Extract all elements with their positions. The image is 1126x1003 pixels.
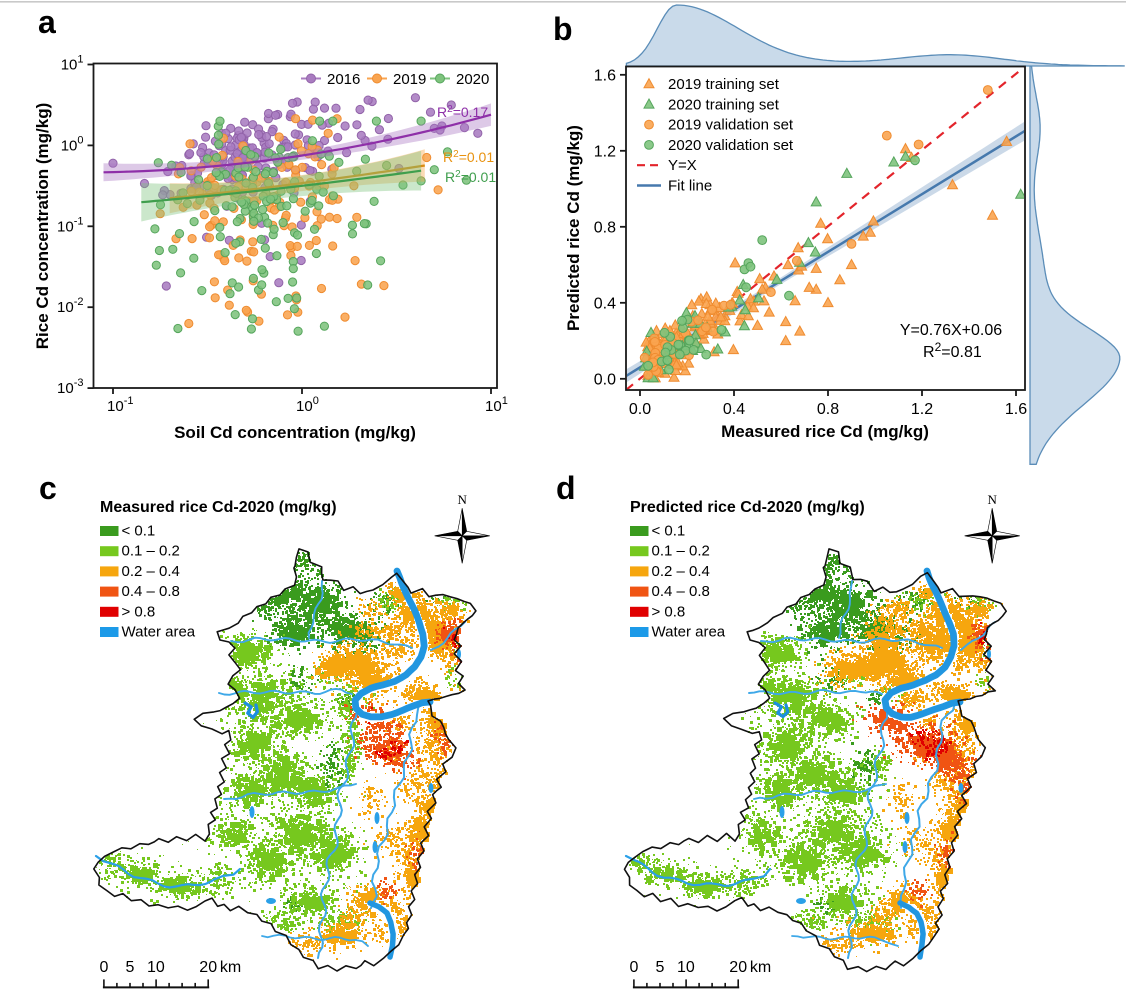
- svg-text:Soil Cd concentration (mg/kg): Soil Cd concentration (mg/kg): [174, 423, 416, 442]
- svg-text:b: b: [553, 11, 573, 47]
- svg-text:Water area: Water area: [122, 624, 196, 641]
- svg-text:> 0.8: > 0.8: [652, 603, 686, 620]
- svg-text:0.4 – 0.8: 0.4 – 0.8: [122, 583, 180, 600]
- svg-text:N: N: [988, 492, 998, 507]
- svg-text:R2=0.01: R2=0.01: [445, 169, 496, 185]
- svg-text:Y=0.76X+0.06: Y=0.76X+0.06: [900, 322, 1002, 339]
- svg-text:2020 validation set: 2020 validation set: [668, 137, 794, 154]
- svg-text:10: 10: [677, 959, 695, 976]
- svg-text:0.2 – 0.4: 0.2 – 0.4: [122, 563, 180, 580]
- svg-text:10: 10: [147, 959, 165, 976]
- svg-text:< 0.1: < 0.1: [122, 523, 156, 540]
- svg-text:Measured rice Cd (mg/kg): Measured rice Cd (mg/kg): [721, 422, 929, 441]
- svg-text:0.4: 0.4: [594, 295, 616, 312]
- svg-text:R2=0.17: R2=0.17: [437, 104, 488, 120]
- svg-text:2020 training set: 2020 training set: [668, 96, 780, 113]
- svg-text:0.0: 0.0: [629, 401, 651, 418]
- svg-text:< 0.1: < 0.1: [652, 523, 686, 540]
- svg-text:1.2: 1.2: [911, 401, 933, 418]
- svg-text:0.4: 0.4: [723, 401, 745, 418]
- svg-text:5: 5: [655, 959, 664, 976]
- svg-text:> 0.8: > 0.8: [122, 603, 156, 620]
- svg-text:N: N: [458, 492, 468, 507]
- svg-text:km: km: [750, 959, 771, 976]
- svg-text:0.1 – 0.2: 0.1 – 0.2: [652, 543, 710, 560]
- svg-text:0.8: 0.8: [594, 219, 616, 236]
- svg-text:20: 20: [199, 959, 217, 976]
- svg-text:2019: 2019: [393, 71, 426, 88]
- svg-text:2020: 2020: [456, 71, 489, 88]
- svg-text:R2=0.01: R2=0.01: [443, 149, 494, 165]
- svg-text:a: a: [38, 4, 56, 40]
- svg-text:0.2 – 0.4: 0.2 – 0.4: [652, 563, 710, 580]
- svg-text:1.2: 1.2: [594, 143, 616, 160]
- svg-text:1.6: 1.6: [594, 67, 616, 84]
- svg-text:Water area: Water area: [652, 624, 726, 641]
- svg-text:Y=X: Y=X: [668, 157, 697, 174]
- svg-text:km: km: [220, 959, 241, 976]
- svg-text:20: 20: [729, 959, 747, 976]
- svg-text:Predicted rice Cd-2020 (mg/kg): Predicted rice Cd-2020 (mg/kg): [630, 499, 865, 516]
- svg-text:0.0: 0.0: [594, 371, 616, 388]
- svg-text:c: c: [39, 470, 57, 506]
- svg-text:1.6: 1.6: [1005, 401, 1027, 418]
- svg-text:0.4 – 0.8: 0.4 – 0.8: [652, 583, 710, 600]
- svg-text:2016: 2016: [327, 71, 360, 88]
- svg-text:0.8: 0.8: [817, 401, 839, 418]
- svg-text:R2=0.81: R2=0.81: [923, 340, 982, 361]
- svg-text:Rice Cd concentration (mg/kg): Rice Cd concentration (mg/kg): [33, 103, 52, 350]
- svg-text:0: 0: [629, 959, 638, 976]
- svg-text:2019 validation set: 2019 validation set: [668, 117, 794, 134]
- svg-text:5: 5: [125, 959, 134, 976]
- svg-text:2019 training set: 2019 training set: [668, 76, 780, 93]
- svg-text:Fit line: Fit line: [668, 178, 712, 195]
- svg-text:0.1 – 0.2: 0.1 – 0.2: [122, 543, 180, 560]
- svg-text:d: d: [556, 470, 576, 506]
- svg-text:Measured rice Cd-2020 (mg/kg): Measured rice Cd-2020 (mg/kg): [100, 499, 337, 516]
- svg-text:0: 0: [99, 959, 108, 976]
- svg-text:Predicted rice Cd (mg/kg): Predicted rice Cd (mg/kg): [564, 125, 583, 331]
